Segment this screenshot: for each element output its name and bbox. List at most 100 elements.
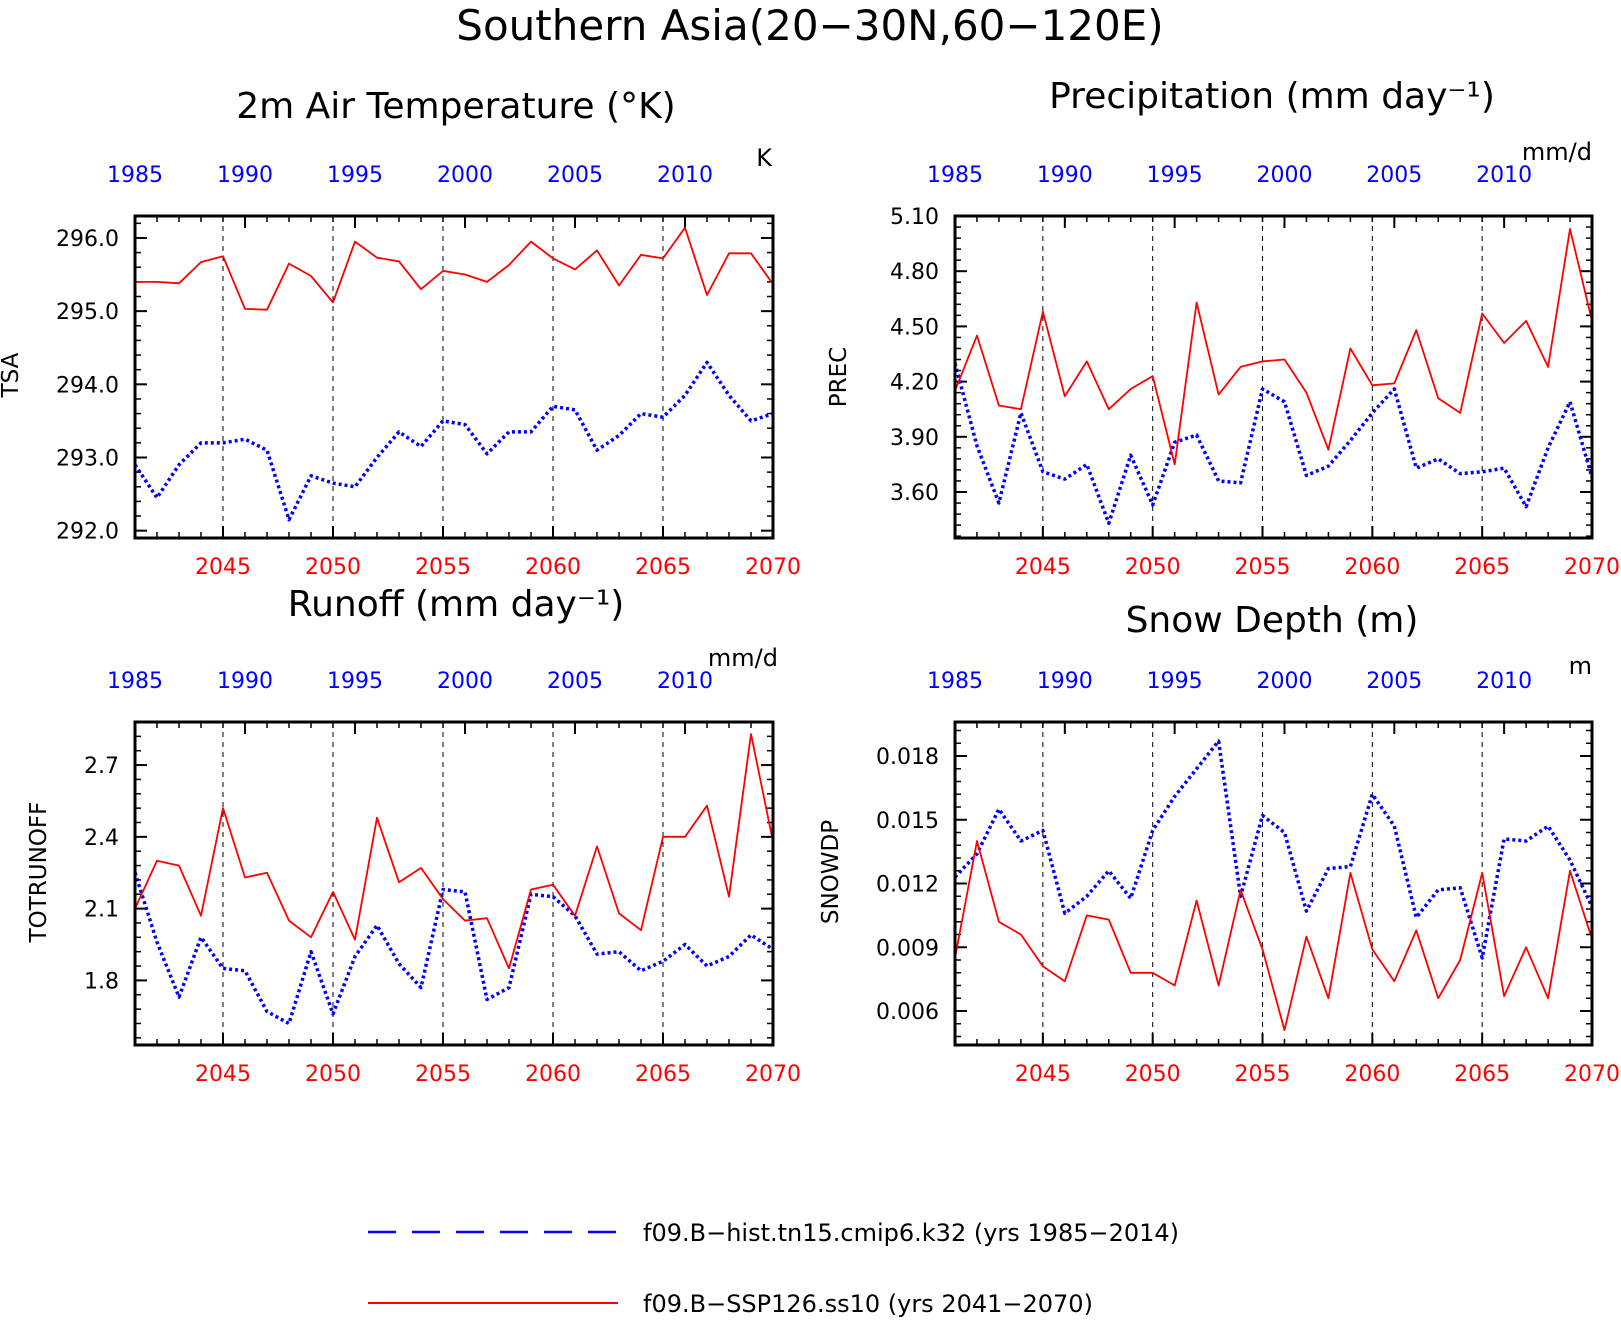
x-top-tick-label: 2005 xyxy=(1366,669,1422,694)
figure-title: Southern Asia(20−30N,60−120E) xyxy=(456,1,1163,50)
series-line-hist xyxy=(133,872,774,1026)
x-bottom-tick-label: 2050 xyxy=(1125,555,1181,580)
y-tick-label: 4.80 xyxy=(890,260,939,285)
y-axis-label: TSA xyxy=(0,352,24,398)
y-tick-label: 292.0 xyxy=(56,520,119,545)
x-top-tick-label: 1995 xyxy=(1147,669,1203,694)
x-top-tick-label: 2000 xyxy=(1256,669,1312,694)
plot-frame xyxy=(133,214,775,540)
x-bottom-tick-label: 2045 xyxy=(1015,555,1071,580)
panel-title: 2m Air Temperature (°K) xyxy=(236,86,675,127)
y-tick-label: 293.0 xyxy=(56,447,119,472)
x-bottom-tick-label: 2060 xyxy=(525,1062,581,1087)
x-top-tick-label: 2000 xyxy=(437,163,493,188)
x-top-tick-label: 1995 xyxy=(327,163,383,188)
y-tick-label: 294.0 xyxy=(56,373,119,398)
x-top-tick-label: 1985 xyxy=(927,669,983,694)
y-axis-label: TOTRUNOFF xyxy=(26,802,52,944)
y-tick-label: 0.018 xyxy=(876,745,939,770)
unit-label: mm/d xyxy=(1522,138,1592,166)
plot-frame xyxy=(953,214,1594,540)
x-top-tick-label: 2000 xyxy=(1256,163,1312,188)
x-bottom-tick-label: 2060 xyxy=(525,555,581,580)
y-tick-label: 2.1 xyxy=(84,898,119,923)
legend: f09.B−hist.tn15.cmip6.k32 (yrs 1985−2014… xyxy=(368,1219,1179,1318)
x-top-tick-label: 2000 xyxy=(437,669,493,694)
x-top-tick-label: 1990 xyxy=(1037,669,1093,694)
unit-label: mm/d xyxy=(708,644,778,672)
panel-snow-depth: Snow Depth (m) m SNOWDP 2045 2050 2055 2060… xyxy=(818,600,1620,1087)
x-bottom-tick-label: 2070 xyxy=(745,555,801,580)
x-top-tick-label: 1985 xyxy=(107,669,163,694)
x-top-tick-label: 1985 xyxy=(927,163,983,188)
x-bottom-tick-label: 2050 xyxy=(1125,1062,1181,1087)
x-bottom-tick-label: 2055 xyxy=(415,1062,471,1087)
panel-temperature: 2m Air Temperature (°K) K TSA 2045 2050 20… xyxy=(0,86,801,580)
x-bottom-tick-label: 2065 xyxy=(1454,1062,1510,1087)
unit-label: m xyxy=(1569,652,1592,680)
x-bottom-tick-label: 2065 xyxy=(635,1062,691,1087)
x-bottom-tick-label: 2045 xyxy=(1015,1062,1071,1087)
y-tick-label: 0.006 xyxy=(876,1000,939,1025)
plot-frame xyxy=(133,720,775,1047)
y-tick-label: 3.60 xyxy=(890,481,939,506)
x-top-tick-label: 2010 xyxy=(1476,669,1532,694)
x-bottom-tick-label: 2055 xyxy=(1235,555,1291,580)
x-bottom-tick-label: 2060 xyxy=(1344,1062,1400,1087)
x-top-tick-label: 2010 xyxy=(657,669,713,694)
x-bottom-tick-label: 2045 xyxy=(195,1062,251,1087)
x-top-tick-label: 2010 xyxy=(657,163,713,188)
series-line-hist xyxy=(953,739,1594,960)
x-top-tick-label: 2005 xyxy=(547,669,603,694)
y-tick-label: 0.012 xyxy=(876,873,939,898)
panel-title: Precipitation (mm day⁻¹) xyxy=(1049,76,1495,117)
series-line-ssp xyxy=(954,840,1593,1031)
unit-label: K xyxy=(756,144,773,172)
series-line-hist xyxy=(953,362,1594,526)
x-top-tick-label: 1990 xyxy=(217,163,273,188)
x-bottom-tick-label: 2070 xyxy=(1564,555,1620,580)
x-bottom-tick-label: 2065 xyxy=(1454,555,1510,580)
y-tick-label: 4.20 xyxy=(890,371,939,396)
x-bottom-tick-label: 2050 xyxy=(305,1062,361,1087)
panel-runoff: Runoff (mm day⁻¹) mm/d TOTRUNOFF 2045 205… xyxy=(26,584,801,1087)
x-top-tick-label: 2005 xyxy=(547,163,603,188)
panel-title: Runoff (mm day⁻¹) xyxy=(288,584,625,625)
y-tick-label: 1.8 xyxy=(84,969,119,994)
x-bottom-tick-label: 2070 xyxy=(745,1062,801,1087)
y-tick-label: 3.90 xyxy=(890,426,939,451)
x-top-tick-label: 1990 xyxy=(217,669,273,694)
series-line-ssp xyxy=(135,226,774,311)
x-top-tick-label: 2010 xyxy=(1476,163,1532,188)
y-tick-label: 2.4 xyxy=(84,826,119,851)
panel-title: Snow Depth (m) xyxy=(1126,600,1419,641)
x-top-tick-label: 1995 xyxy=(1147,163,1203,188)
x-bottom-tick-label: 2060 xyxy=(1344,555,1400,580)
x-top-tick-label: 2005 xyxy=(1366,163,1422,188)
series-line-ssp xyxy=(954,227,1593,466)
y-tick-label: 5.10 xyxy=(890,205,939,230)
plot-frame xyxy=(953,720,1594,1047)
x-top-tick-label: 1995 xyxy=(327,669,383,694)
y-axis-label: SNOWDP xyxy=(818,820,844,924)
x-top-tick-label: 1990 xyxy=(1037,163,1093,188)
panel-precipitation: Precipitation (mm day⁻¹) mm/d PREC 2045 2… xyxy=(826,76,1620,580)
y-tick-label: 0.009 xyxy=(876,936,939,961)
x-bottom-tick-label: 2065 xyxy=(635,555,691,580)
x-bottom-tick-label: 2045 xyxy=(195,555,251,580)
y-axis-label: PREC xyxy=(826,347,852,407)
y-tick-label: 4.50 xyxy=(890,315,939,340)
series-line-ssp xyxy=(134,733,774,970)
y-tick-label: 2.7 xyxy=(84,754,119,779)
x-bottom-tick-label: 2055 xyxy=(415,555,471,580)
x-bottom-tick-label: 2055 xyxy=(1235,1062,1291,1087)
y-tick-label: 0.015 xyxy=(876,809,939,834)
x-bottom-tick-label: 2070 xyxy=(1564,1062,1620,1087)
y-tick-label: 295.0 xyxy=(56,300,119,325)
series-line-hist xyxy=(133,360,774,522)
x-top-tick-label: 1985 xyxy=(107,163,163,188)
legend-ssp-label: f09.B−SSP126.ss10 (yrs 2041−2070) xyxy=(643,1290,1093,1318)
y-tick-label: 296.0 xyxy=(56,227,119,252)
x-bottom-tick-label: 2050 xyxy=(305,555,361,580)
